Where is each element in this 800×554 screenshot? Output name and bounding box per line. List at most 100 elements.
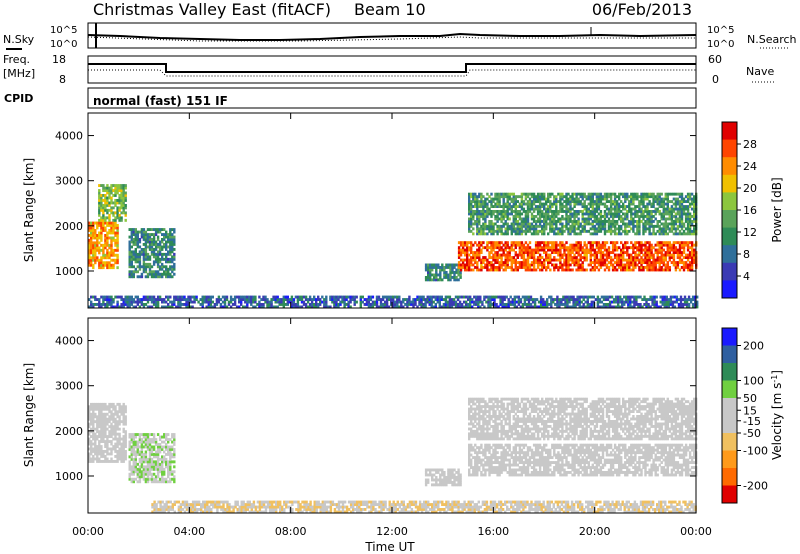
scatter-cell <box>658 243 661 247</box>
scatter-cell <box>593 200 597 203</box>
scatter-cell <box>416 298 419 301</box>
scatter-cell <box>277 503 280 506</box>
scatter-cell <box>195 503 199 506</box>
scatter-cell <box>368 510 371 514</box>
scatter-cell <box>575 192 578 196</box>
scatter-cell <box>283 508 286 511</box>
scatter-cell <box>665 300 668 304</box>
scatter-cell <box>538 212 542 216</box>
scatter-cell <box>504 243 507 247</box>
scatter-cell <box>585 217 588 221</box>
scatter-cell <box>680 215 684 218</box>
scatter-cell <box>656 207 659 211</box>
scatter-cell <box>526 266 530 269</box>
scatter-cell <box>337 508 341 511</box>
scatter-cell <box>579 224 582 228</box>
scatter-cell <box>148 295 152 299</box>
scatter-cell <box>445 505 448 509</box>
scatter-cell <box>685 305 689 309</box>
scatter-cell <box>128 250 131 254</box>
scatter-cell <box>546 298 549 301</box>
scatter-cell <box>569 205 572 208</box>
scatter-cell <box>108 266 111 270</box>
scatter-cell <box>142 238 146 241</box>
scatter-cell <box>130 300 133 304</box>
scatter-cell <box>652 220 655 223</box>
scatter-cell <box>599 195 603 199</box>
scatter-cell <box>567 268 570 272</box>
scatter-cell <box>535 298 539 301</box>
scatter-cell <box>385 298 389 301</box>
scatter-cell <box>108 231 111 235</box>
scatter-cell <box>202 510 205 514</box>
scatter-cell <box>426 300 429 304</box>
scatter-cell <box>557 220 560 223</box>
scatter-cell <box>538 261 542 264</box>
scatter-cell <box>686 220 690 223</box>
scatter-cell <box>693 232 696 236</box>
scatter-cell <box>337 298 340 301</box>
scatter-cell <box>686 192 690 196</box>
scatter-cell <box>471 298 474 301</box>
scatter-cell <box>620 261 623 264</box>
scatter-cell <box>668 210 671 213</box>
scatter-cell <box>617 295 620 299</box>
scatter-cell <box>603 215 607 218</box>
scatter-cell <box>632 224 635 228</box>
scatter-cell <box>114 258 117 262</box>
scatter-cell <box>556 295 559 299</box>
scatter-cell <box>522 202 526 206</box>
scatter-cell <box>601 202 605 206</box>
scatter-cell <box>270 503 274 506</box>
scatter-cell <box>646 217 649 221</box>
scatter-cell <box>664 253 667 257</box>
scatter-cell <box>114 234 117 237</box>
scatter-cell <box>514 207 517 211</box>
scatter-cell <box>124 199 127 202</box>
scatter-cell <box>484 217 487 221</box>
scatter-cell <box>528 227 532 231</box>
scatter-cell <box>632 217 635 221</box>
scatter-cell <box>433 263 436 267</box>
scatter-cell <box>658 210 661 213</box>
scatter-cell <box>628 205 631 208</box>
scatter-cell <box>100 196 103 200</box>
scatter-cell <box>428 303 431 306</box>
scatter-cell <box>641 298 644 301</box>
scatter-cell <box>518 205 522 208</box>
scatter-cell <box>136 252 139 256</box>
scatter-cell <box>503 298 506 301</box>
scatter-cell <box>470 243 473 247</box>
scatter-cell <box>482 232 485 236</box>
scatter-cell <box>108 186 111 190</box>
scatter-cell <box>213 305 217 309</box>
scatter-cell <box>530 261 534 264</box>
scatter-cell <box>315 305 318 309</box>
scatter-cell <box>100 224 103 227</box>
scatter-cell <box>494 253 497 257</box>
scatter-cell <box>489 305 492 309</box>
scatter-cell <box>547 258 550 262</box>
scatter-cell <box>590 300 593 304</box>
scatter-cell <box>345 298 348 301</box>
scatter-cell <box>408 500 412 504</box>
scatter-cell <box>601 243 605 247</box>
scatter-cell <box>383 300 387 304</box>
scatter-cell <box>152 303 156 306</box>
scatter-cell <box>468 195 471 199</box>
scatter-cell <box>110 201 113 205</box>
scatter-cell <box>661 300 664 304</box>
scatter-cell <box>345 295 348 299</box>
scatter-cell <box>185 503 189 506</box>
scatter-cell <box>660 251 663 254</box>
scatter-cell <box>536 197 540 201</box>
scatter-cell <box>104 186 107 190</box>
scatter-cell <box>660 241 663 245</box>
scatter-cell <box>526 192 530 196</box>
scatter-cell <box>578 303 581 306</box>
scatter-cell <box>132 298 135 301</box>
scatter-cell <box>420 295 423 299</box>
power-panel-cells <box>88 184 699 309</box>
scatter-cell <box>672 202 676 206</box>
scatter-cell <box>473 303 476 306</box>
